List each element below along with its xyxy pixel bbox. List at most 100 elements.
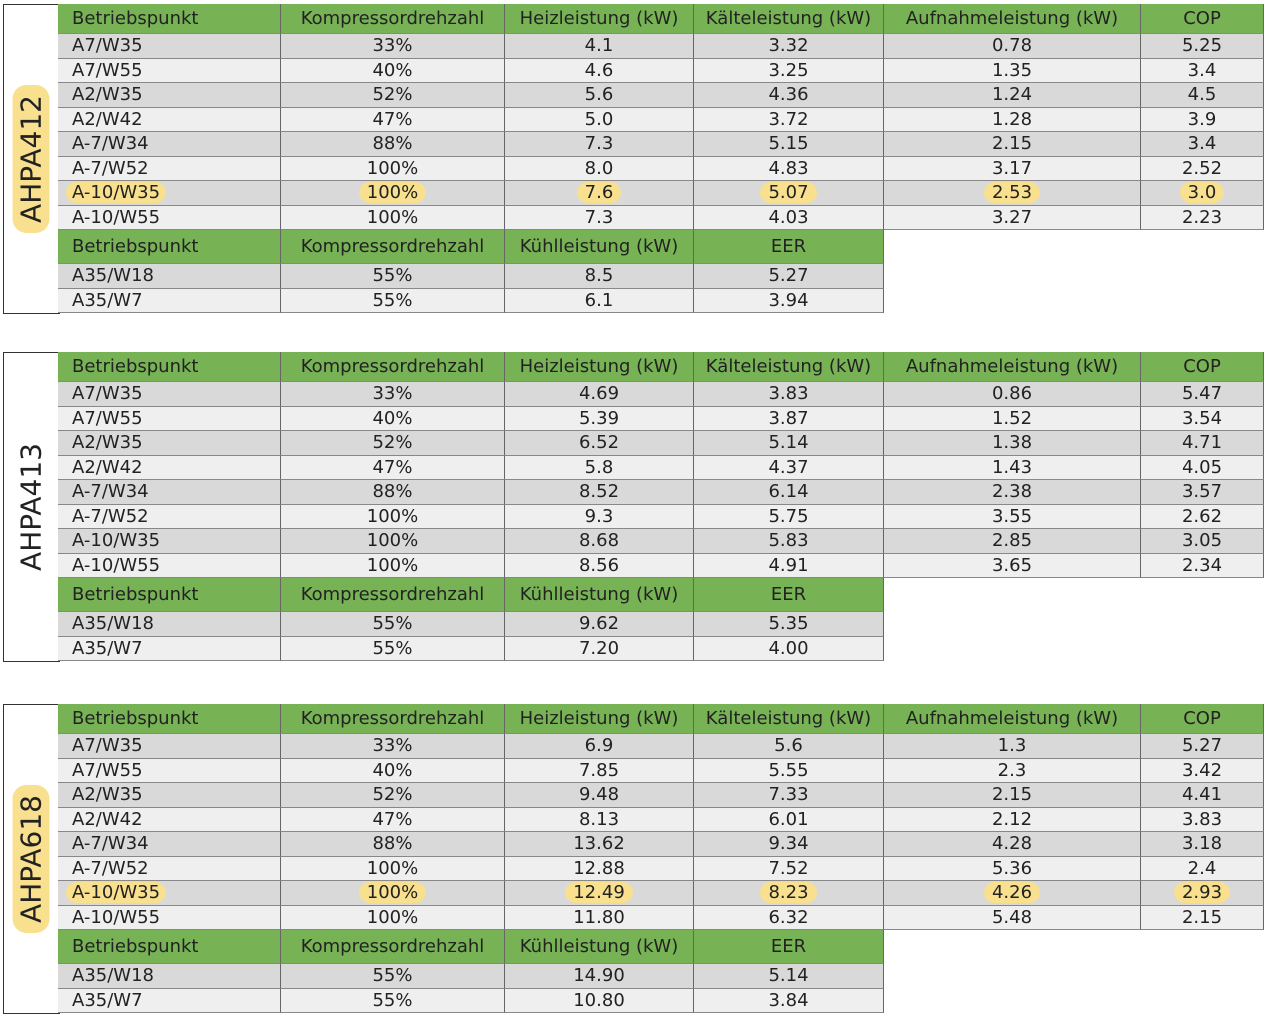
table-cell: A35/W18 bbox=[58, 264, 281, 289]
table-cell-text: 100% bbox=[366, 530, 419, 552]
header-cell: Betriebspunkt bbox=[58, 930, 281, 964]
table-cell: 3.0 bbox=[1141, 181, 1264, 206]
table-cell: 55% bbox=[281, 988, 505, 1013]
table-cell-text: 8.0 bbox=[584, 157, 614, 179]
table-cell: 47% bbox=[281, 455, 505, 480]
table-cell-text: 8.68 bbox=[578, 530, 620, 552]
table-cell: 55% bbox=[281, 964, 505, 989]
table-cell: 3.72 bbox=[694, 107, 884, 132]
table-cell-text: A-7/W34 bbox=[72, 133, 149, 155]
table-cell-text: 55% bbox=[372, 613, 413, 635]
table-cell-text: 5.25 bbox=[1181, 35, 1223, 57]
model-label-cell: AHPA412 bbox=[3, 4, 60, 314]
table-cell: 40% bbox=[281, 58, 505, 83]
header-cell-text: COP bbox=[1183, 356, 1221, 377]
table-cell-text: 40% bbox=[372, 407, 413, 429]
table-cell: 3.9 bbox=[1141, 107, 1264, 132]
header-cell: Kompressordrehzahl bbox=[281, 578, 505, 612]
table-cell-text: 3.94 bbox=[768, 289, 809, 311]
table-cell-text: 2.15 bbox=[1181, 906, 1223, 928]
table-cell-text: 4.03 bbox=[768, 206, 809, 228]
table-cell: A-7/W52 bbox=[58, 156, 281, 181]
table-cell-text: 2.34 bbox=[1181, 554, 1223, 576]
table-cell: 5.27 bbox=[1141, 734, 1264, 759]
table-cell-text: 5.47 bbox=[1181, 383, 1223, 405]
table-cell-text: 40% bbox=[372, 759, 413, 781]
header-cell-text: Betriebspunkt bbox=[72, 708, 199, 729]
table-cell: A7/W35 bbox=[58, 734, 281, 759]
table-cell-text: 3.57 bbox=[1181, 481, 1223, 503]
table-cell: 8.52 bbox=[505, 480, 694, 505]
table-cell-text: 6.14 bbox=[768, 481, 809, 503]
table-cell: 12.49 bbox=[505, 881, 694, 906]
table-cell: 7.3 bbox=[505, 205, 694, 230]
table-cell-text: A2/W42 bbox=[72, 808, 143, 830]
table-cell: 7.33 bbox=[694, 783, 884, 808]
header-cell: EER bbox=[694, 578, 884, 612]
table-cell-text: 4.83 bbox=[768, 157, 809, 179]
table-cell-text: A2/W42 bbox=[72, 456, 143, 478]
table-cell-text: 47% bbox=[372, 456, 413, 478]
header-cell-text: Betriebspunkt bbox=[72, 236, 199, 257]
table-cell: 1.28 bbox=[884, 107, 1141, 132]
table-cell-text: 3.27 bbox=[991, 206, 1033, 228]
table-cell-text: 9.48 bbox=[578, 784, 620, 806]
table-cell-text: 2.85 bbox=[991, 530, 1033, 552]
header-cell: Betriebspunkt bbox=[58, 578, 281, 612]
table-cell-text: 1.52 bbox=[991, 407, 1033, 429]
table-cell-text: 6.01 bbox=[768, 808, 809, 830]
table-cell-text: 14.90 bbox=[573, 965, 625, 987]
table-cell: 4.36 bbox=[694, 83, 884, 108]
table-cell: 5.35 bbox=[694, 612, 884, 637]
header-cell: Kompressordrehzahl bbox=[281, 4, 505, 34]
table-cell-text: 33% bbox=[372, 35, 413, 57]
table-cell-text: 4.28 bbox=[991, 833, 1033, 855]
table-cell: 1.35 bbox=[884, 58, 1141, 83]
table-cell-text: 9.34 bbox=[768, 833, 809, 855]
table-cell-text: 3.25 bbox=[768, 59, 809, 81]
header-cell: Aufnahmeleistung (kW) bbox=[884, 4, 1141, 34]
table-cell: 40% bbox=[281, 406, 505, 431]
table-cell-text: 3.4 bbox=[1187, 133, 1217, 155]
table-cell: 3.05 bbox=[1141, 529, 1264, 554]
table-cell: 5.0 bbox=[505, 107, 694, 132]
table-cell: 5.14 bbox=[694, 964, 884, 989]
table-cell: A-10/W55 bbox=[58, 553, 281, 578]
table-cell-text: 1.3 bbox=[997, 735, 1027, 757]
table-cell: 5.75 bbox=[694, 504, 884, 529]
table-cell: 5.36 bbox=[884, 856, 1141, 881]
header-cell: Kompressordrehzahl bbox=[281, 930, 505, 964]
table-cell-text: 5.15 bbox=[768, 133, 809, 155]
table-cell-text: 100% bbox=[366, 157, 419, 179]
table-cell: 3.57 bbox=[1141, 480, 1264, 505]
block: AHPA618 Betriebspunkt Kompressordrehzahl He… bbox=[3, 704, 1265, 1014]
table-cell-text: A7/W35 bbox=[72, 383, 143, 405]
table-cell: 3.84 bbox=[694, 988, 884, 1013]
table-cell: 6.52 bbox=[505, 431, 694, 456]
header-cell-text: Kälteleistung (kW) bbox=[705, 356, 872, 377]
table-cell-text: 7.3 bbox=[584, 133, 614, 155]
table-cell-text: A-10/W55 bbox=[72, 206, 161, 228]
model-label: AHPA618 bbox=[12, 785, 50, 933]
table-cell-text: 5.6 bbox=[584, 84, 614, 106]
header-cell-text: Kompressordrehzahl bbox=[300, 584, 485, 605]
table-cell-text: 100% bbox=[366, 554, 419, 576]
table-cell-text: 5.39 bbox=[578, 407, 620, 429]
table-cell: 5.27 bbox=[694, 264, 884, 289]
table-cell-text: 40% bbox=[372, 59, 413, 81]
table-cell: A-10/W55 bbox=[58, 905, 281, 930]
table-cell-text: 3.54 bbox=[1181, 407, 1223, 429]
table-cell-text: A35/W18 bbox=[72, 965, 154, 987]
table-cell-text: 2.62 bbox=[1181, 505, 1223, 527]
table-cell: 100% bbox=[281, 553, 505, 578]
model-label-cell: AHPA618 bbox=[3, 704, 60, 1014]
table-cell-text: 3.4 bbox=[1187, 59, 1217, 81]
table-cell: 5.6 bbox=[505, 83, 694, 108]
table-cell: 4.1 bbox=[505, 34, 694, 59]
table-cell: 7.6 bbox=[505, 181, 694, 206]
table-cell: A35/W18 bbox=[58, 964, 281, 989]
table-cell: 4.5 bbox=[1141, 83, 1264, 108]
table-cell-text: 7.20 bbox=[578, 637, 620, 659]
table-cell: 3.18 bbox=[1141, 832, 1264, 857]
table-cell: 100% bbox=[281, 529, 505, 554]
